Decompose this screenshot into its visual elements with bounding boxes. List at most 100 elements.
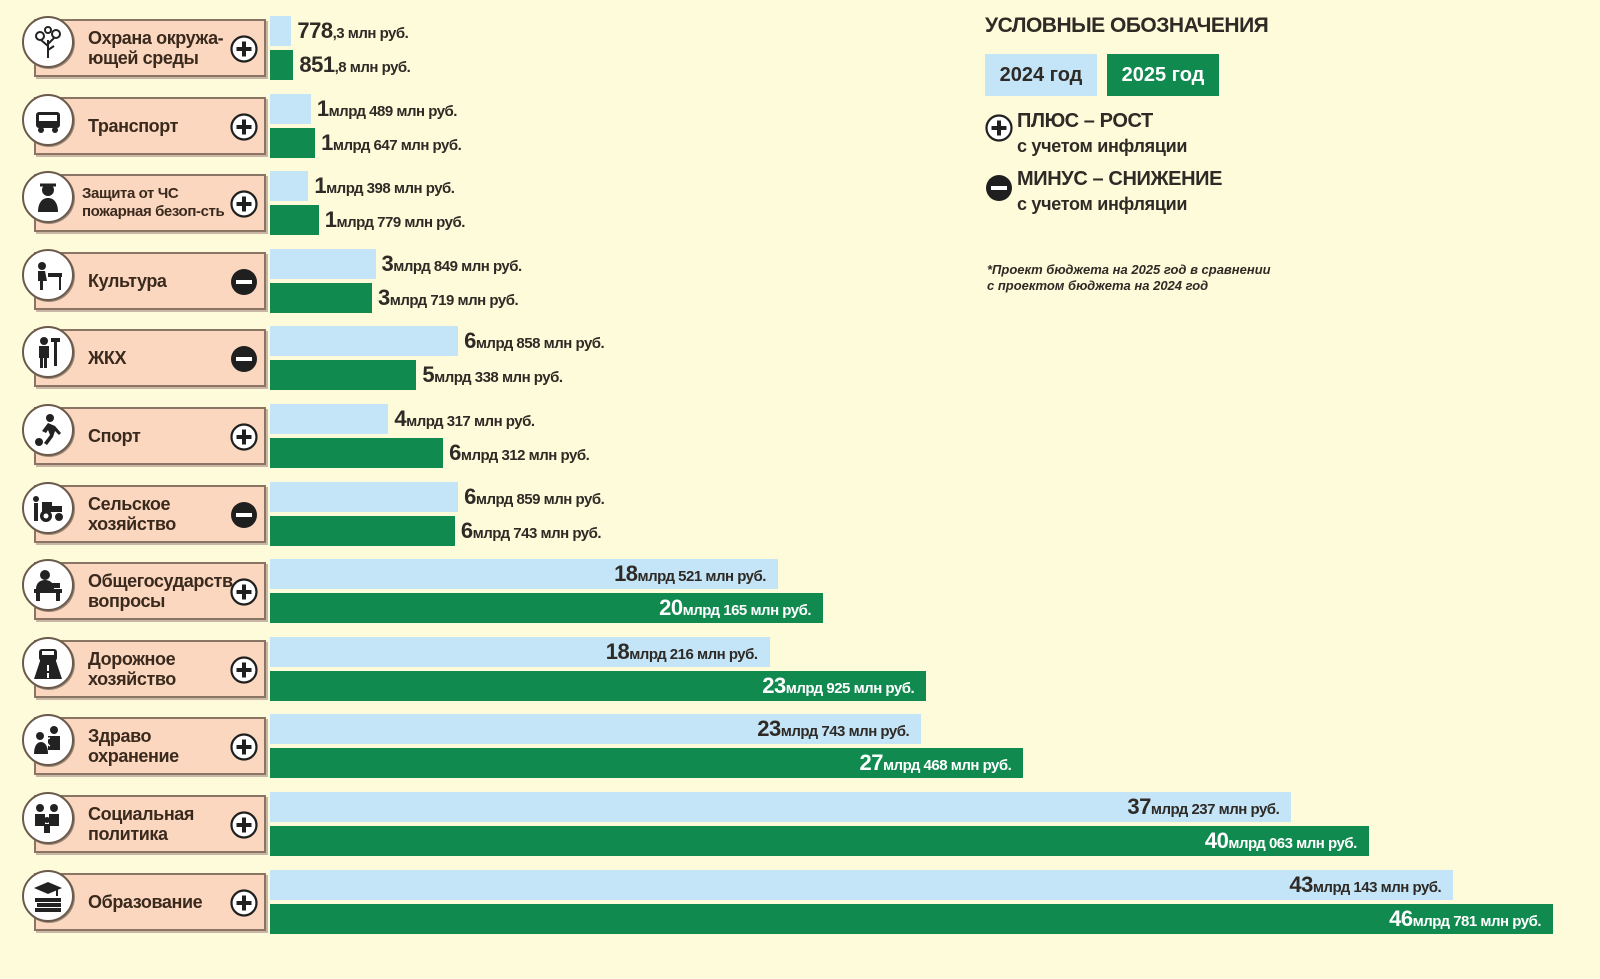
legend-2024-swatch: 2024 год <box>985 54 1097 96</box>
doctor-icon <box>22 714 74 767</box>
plus-icon <box>230 733 258 761</box>
value-label-2024: 3 млрд 849 млн руб. <box>381 250 523 276</box>
bar-2024 <box>270 714 922 745</box>
piano-icon <box>22 248 74 301</box>
category-label: Спорт <box>88 426 141 446</box>
value-label-2024: 1 млрд 489 млн руб. <box>316 95 458 121</box>
plus-icon <box>230 811 258 839</box>
category-label: Здраво охранение <box>88 726 179 767</box>
bar-2024 <box>270 404 389 434</box>
category-label: Дорожное хозяйство <box>88 648 176 689</box>
category-label: Культура <box>88 270 167 291</box>
legend-minus-subtitle: с учетом инфляции <box>1017 194 1188 214</box>
value-label-2025: 20 млрд 165 млн руб. <box>659 595 812 621</box>
value-label-2025: 6 млрд 312 млн руб. <box>449 440 590 465</box>
value-label-2024: 23 млрд 743 млн руб. <box>757 716 910 742</box>
value-label-2024: 18 млрд 216 млн руб. <box>605 638 758 664</box>
firefighter-icon <box>22 171 74 224</box>
category-row: Здраво охранение 23 млрд 743 млн руб. 27 м… <box>0 714 1600 784</box>
category-label-box: Охрана окружа- ющей среды <box>34 19 266 77</box>
bar-2025 <box>270 50 294 80</box>
category-label-box: Здраво охранение <box>34 717 266 776</box>
plus-icon <box>985 114 1013 142</box>
value-label-2024: 1 млрд 398 млн руб. <box>314 173 455 199</box>
minus-icon <box>986 175 1012 201</box>
bar-2024 <box>270 93 311 124</box>
bar-2024 <box>270 171 309 202</box>
category-label: ЖКХ <box>88 348 127 369</box>
plus-icon <box>230 190 258 218</box>
bar-2025 <box>270 205 319 236</box>
legend-plus-title: ПЛЮС – РОСТ <box>1017 110 1153 132</box>
value-label-2025: 23 млрд 925 млн руб. <box>762 672 915 698</box>
bar-2025 <box>270 903 1553 934</box>
legend-minus-title: МИНУС – СНИЖЕНИЕ <box>1017 168 1223 190</box>
footnote: *Проект бюджета на 2025 год в сравнении … <box>987 262 1271 293</box>
value-label-2025: 27 млрд 468 млн руб. <box>859 750 1012 776</box>
plumber-icon <box>22 326 74 379</box>
road-car-icon <box>22 636 74 689</box>
bar-2025 <box>270 282 372 313</box>
bar-2025 <box>270 826 1369 856</box>
value-label-2025: 5 млрд 338 млн руб. <box>422 362 563 388</box>
bar-2024 <box>270 792 1292 822</box>
category-row: Защита от ЧС пожарная безоп-сть 1 млрд 39… <box>0 171 1600 241</box>
bar-2024 <box>270 869 1454 900</box>
bar-2025 <box>270 670 927 701</box>
value-label-2024: 43 млрд 143 млн руб. <box>1289 871 1442 897</box>
value-label-2025: 6 млрд 743 млн руб. <box>460 517 602 543</box>
graduation-books-icon <box>22 869 74 922</box>
category-row: Дорожное хозяйство 18 млрд 216 млн руб. 23… <box>0 636 1600 707</box>
value-label-2025: 851,8 млн руб. <box>299 52 411 77</box>
value-label-2025: 1 млрд 779 млн руб. <box>324 207 466 233</box>
category-label: Охрана окружа- ющей среды <box>88 28 224 68</box>
bar-2024 <box>270 481 459 512</box>
plus-icon <box>230 35 258 63</box>
tractor-icon <box>22 481 74 534</box>
tree-icon <box>22 16 74 68</box>
value-label-2025: 1 млрд 647 млн руб. <box>321 129 462 155</box>
category-label: Общегосударств. вопросы <box>88 571 238 612</box>
bus-icon <box>22 93 74 146</box>
football-player-icon <box>22 404 74 456</box>
bar-2025 <box>270 748 1024 779</box>
legend-plus-subtitle: с учетом инфляции <box>1017 136 1188 156</box>
plus-icon <box>230 578 258 606</box>
bar-2024 <box>270 248 376 279</box>
legend: УСЛОВНЫЕ ОБОЗНАЧЕНИЯ 2024 год 2025 год П… <box>985 10 1315 310</box>
value-label-2025: 40 млрд 063 млн руб. <box>1204 828 1357 853</box>
category-row: Культура 3 млрд 849 млн руб. 3 млрд 719 мл… <box>0 248 1600 319</box>
official-desk-icon <box>22 559 74 612</box>
category-label-box: Транспорт <box>34 96 266 155</box>
bar-2025 <box>270 593 824 624</box>
bar-2024 <box>270 559 778 590</box>
category-row: Сельское хозяйство 6 млрд 859 млн руб. 6 м… <box>0 481 1600 552</box>
bar-2025 <box>270 127 316 158</box>
category-row: Общегосударств. вопросы 18 млрд 521 млн р… <box>0 559 1600 629</box>
bar-2025 <box>270 360 417 391</box>
minus-icon <box>231 501 257 528</box>
value-label-2025: 3 млрд 719 млн руб. <box>377 284 519 310</box>
bar-2024 <box>270 636 770 667</box>
value-label-2024: 37 млрд 237 млн руб. <box>1127 794 1280 819</box>
family-icon <box>22 792 74 844</box>
bar-2024 <box>270 326 459 357</box>
minus-icon <box>231 268 257 295</box>
value-label-2024: 6 млрд 859 млн руб. <box>464 483 605 509</box>
category-label: Социальная политика <box>88 804 195 844</box>
value-label-2024: 6 млрд 858 млн руб. <box>464 328 605 354</box>
category-label: Сельское хозяйство <box>88 493 176 534</box>
legend-title: УСЛОВНЫЕ ОБОЗНАЧЕНИЯ <box>985 14 1269 37</box>
bar-2024 <box>270 16 292 46</box>
plus-icon <box>230 112 258 141</box>
category-label: Образование <box>88 891 203 912</box>
value-label-2025: 46 млрд 781 млн руб. <box>1389 905 1541 931</box>
plus-icon <box>230 656 258 684</box>
value-label-2024: 4 млрд 317 млн руб. <box>394 406 535 431</box>
category-row: Охрана окружа- ющей среды 778,3 млн руб. 8… <box>0 16 1600 86</box>
plus-icon <box>230 423 258 451</box>
value-label-2024: 18 млрд 521 млн руб. <box>614 561 766 587</box>
category-row: Спорт 4 млрд 317 млн руб. 6 млрд 312 млн р… <box>0 404 1600 474</box>
value-label-2024: 778,3 млн руб. <box>297 18 409 43</box>
